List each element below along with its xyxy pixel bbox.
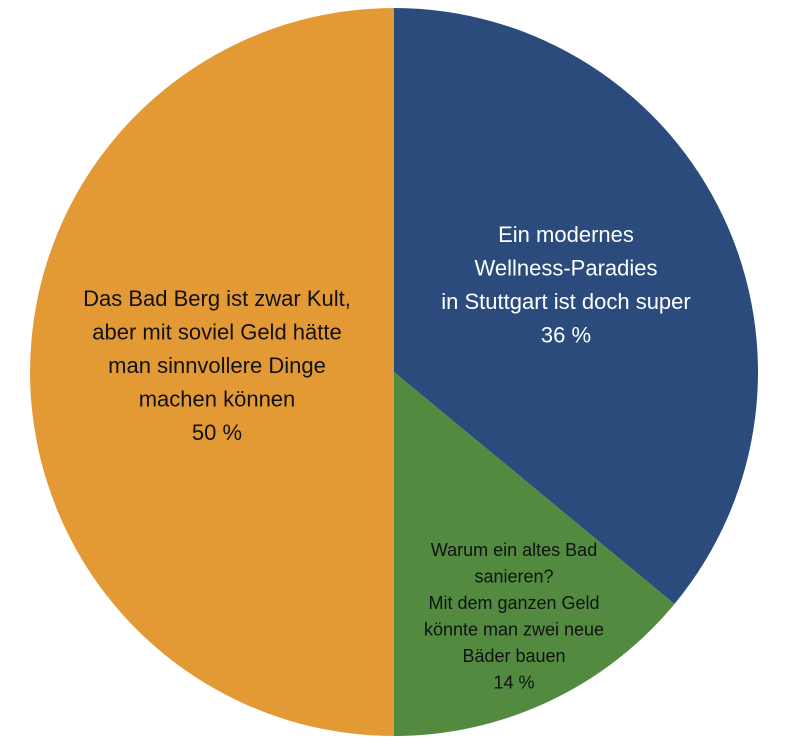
slice-label-wellness: Ein modernes Wellness-Paradies in Stuttgar… <box>441 222 690 348</box>
slice-label-line: aber mit soviel Geld hätte <box>92 320 341 345</box>
slice-label-line: könnte man zwei neue <box>424 620 604 640</box>
slice-label-line: Mit dem ganzen Geld <box>428 593 599 613</box>
slice-label-line: 50 % <box>192 420 242 445</box>
slice-label-line: Das Bad Berg ist zwar Kult, <box>83 286 351 311</box>
pie-slice-kult <box>30 8 394 736</box>
slice-label-line: machen können <box>139 387 296 412</box>
slice-label-line: man sinnvollere Dinge <box>108 353 326 378</box>
slice-label-line: 14 % <box>493 673 534 693</box>
slice-label-neubau: Warum ein altes Bad sanieren? Mit dem ganz… <box>424 540 604 693</box>
slice-label-line: 36 % <box>541 323 591 348</box>
slice-label-line: Bäder bauen <box>462 646 565 666</box>
pie-slices <box>30 8 759 736</box>
slice-label-line: in Stuttgart ist doch super <box>441 289 690 314</box>
pie-slice-neubau <box>394 372 675 736</box>
slice-label-line: Wellness-Paradies <box>474 256 657 281</box>
slice-label-kult: Das Bad Berg ist zwar Kult, aber mit sovi… <box>83 286 351 445</box>
slice-label-line: Ein modernes <box>498 222 634 247</box>
slice-label-line: Warum ein altes Bad <box>431 540 597 560</box>
slice-label-line: sanieren? <box>474 567 553 587</box>
pie-slice-wellness <box>394 8 759 605</box>
pie-labels: Ein modernes Wellness-Paradies in Stuttgar… <box>83 222 691 693</box>
